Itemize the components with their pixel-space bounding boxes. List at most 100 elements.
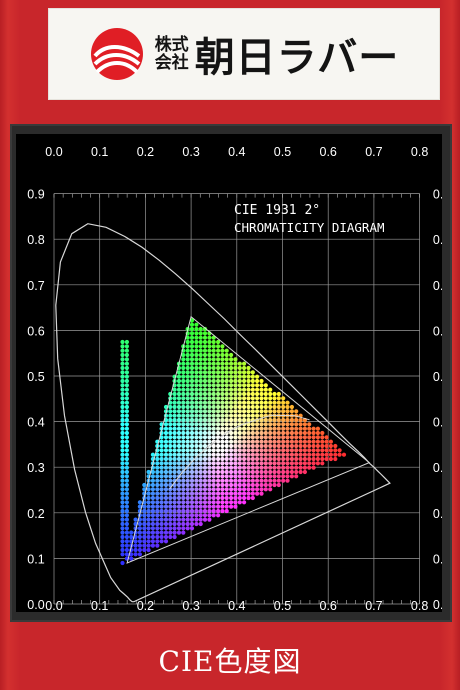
led-dot bbox=[181, 383, 186, 388]
led-dot bbox=[202, 439, 208, 444]
led-dot bbox=[181, 439, 186, 444]
led-dot bbox=[124, 370, 129, 375]
led-dot bbox=[320, 456, 325, 462]
led-dot bbox=[250, 400, 255, 405]
led-dot bbox=[185, 504, 190, 509]
led-dot bbox=[255, 426, 260, 431]
axis-tick-label: 0.1 bbox=[27, 552, 44, 566]
led-dot bbox=[120, 543, 125, 548]
led-dot bbox=[168, 521, 173, 527]
led-dot bbox=[298, 430, 303, 436]
led-dot bbox=[246, 452, 251, 457]
led-dot bbox=[233, 465, 238, 470]
led-dot bbox=[185, 448, 190, 453]
led-dot bbox=[298, 422, 303, 427]
led-dot bbox=[176, 422, 182, 427]
led-dot bbox=[120, 487, 125, 492]
led-dot bbox=[307, 439, 312, 444]
led-dot bbox=[216, 482, 221, 488]
led-dot bbox=[124, 526, 129, 531]
led-dot bbox=[189, 404, 195, 410]
axis-tick-label: 0.7 bbox=[365, 145, 382, 159]
led-dot bbox=[185, 452, 190, 457]
led-dot bbox=[237, 387, 242, 392]
led-dot bbox=[328, 439, 333, 444]
led-dot bbox=[302, 465, 307, 470]
led-dot bbox=[207, 400, 212, 405]
led-dot bbox=[189, 448, 195, 453]
led-dot bbox=[224, 409, 229, 414]
led-dot bbox=[133, 517, 138, 522]
led-dot bbox=[185, 500, 190, 505]
led-dot bbox=[198, 387, 203, 392]
led-dot bbox=[150, 513, 155, 518]
led-dot bbox=[216, 339, 221, 345]
led-dot bbox=[242, 404, 247, 410]
led-dot bbox=[263, 430, 268, 436]
led-dot bbox=[224, 478, 229, 483]
led-dot bbox=[294, 443, 299, 449]
led-dot bbox=[220, 400, 225, 405]
led-dot bbox=[250, 448, 255, 453]
led-dot bbox=[289, 422, 294, 427]
led-dot bbox=[207, 391, 212, 397]
led-dot bbox=[168, 500, 173, 505]
led-dot bbox=[276, 426, 281, 431]
led-dot bbox=[185, 404, 190, 410]
led-dot bbox=[198, 448, 203, 453]
led-dot bbox=[298, 417, 303, 423]
led-dot bbox=[211, 508, 216, 514]
led-dot bbox=[198, 396, 203, 401]
led-dot bbox=[259, 465, 264, 470]
led-dot bbox=[263, 456, 268, 462]
led-dot bbox=[189, 439, 195, 444]
led-dot bbox=[120, 456, 125, 462]
led-dot bbox=[289, 417, 294, 423]
led-dot bbox=[124, 443, 129, 449]
led-dot bbox=[220, 426, 225, 431]
led-dot bbox=[124, 417, 129, 423]
led-dot bbox=[302, 448, 307, 453]
led-dot bbox=[220, 443, 225, 449]
led-dot bbox=[250, 474, 255, 479]
led-dot bbox=[120, 452, 125, 457]
led-dot bbox=[181, 500, 186, 505]
led-dot bbox=[268, 422, 273, 427]
led-dot bbox=[181, 387, 186, 392]
led-dot bbox=[194, 348, 199, 353]
led-dot bbox=[216, 391, 221, 397]
led-dot bbox=[263, 400, 268, 405]
led-dot bbox=[220, 396, 225, 401]
led-dot bbox=[181, 478, 186, 483]
led-dot bbox=[255, 439, 260, 444]
led-dot bbox=[272, 409, 277, 414]
led-dot bbox=[176, 517, 182, 522]
led-dot bbox=[285, 430, 290, 436]
led-dot bbox=[307, 435, 312, 440]
led-dot bbox=[216, 491, 221, 496]
led-dot bbox=[229, 404, 234, 410]
led-dot bbox=[176, 378, 182, 384]
led-dot bbox=[237, 361, 242, 366]
y-axis-left-labels: 0.0 0.1 0.2 0.3 0.4 0.5 0.6 0.7 0.8 0.9 bbox=[27, 188, 44, 612]
led-dot bbox=[211, 357, 216, 362]
led-dot bbox=[294, 469, 299, 475]
axis-tick-label: 0.0 bbox=[27, 598, 44, 612]
led-dot bbox=[124, 400, 129, 405]
led-dot bbox=[246, 365, 251, 371]
led-dot bbox=[198, 508, 203, 514]
led-dot bbox=[242, 409, 247, 414]
led-dot bbox=[211, 469, 216, 475]
led-dot bbox=[224, 465, 229, 470]
led-dot bbox=[250, 456, 255, 462]
led-dot bbox=[176, 530, 182, 535]
axis-tick-label: 0.4 bbox=[27, 416, 44, 430]
led-dot bbox=[189, 452, 195, 457]
led-dot bbox=[285, 426, 290, 431]
led-dot bbox=[172, 513, 177, 518]
led-dot bbox=[302, 469, 307, 475]
led-dot bbox=[281, 426, 286, 431]
led-dot bbox=[120, 370, 125, 375]
led-dot bbox=[233, 430, 238, 436]
led-dot bbox=[224, 456, 229, 462]
